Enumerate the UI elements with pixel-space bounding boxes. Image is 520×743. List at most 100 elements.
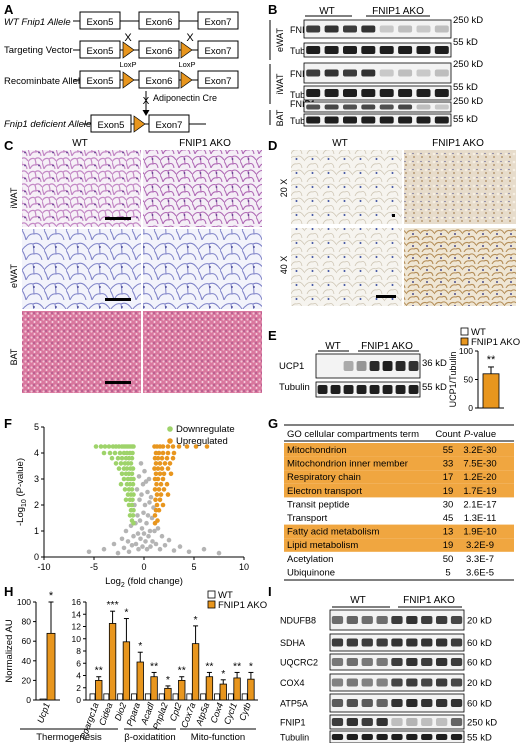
b-iwat-tubulin-band — [361, 89, 376, 97]
f-point-upregulated — [154, 502, 160, 508]
g-row-term: Mitochondrion inner member — [287, 459, 408, 470]
b-bat-tubulin-membrane — [303, 113, 452, 127]
i-blot-fnip1-band — [376, 718, 388, 726]
a-exon6-wt — [138, 11, 180, 30]
f-point-upregulated — [168, 471, 174, 477]
panel-b-western-blot: B WT FNIP1 AKO eWAT iWAT BAT FNIP1 Tubul… — [268, 2, 483, 126]
b-tissue-iwat: iWAT — [275, 73, 285, 94]
b-bat-tubulin-band — [434, 116, 449, 124]
f-point-ns — [177, 544, 183, 549]
b-ewat-tubulin-band — [324, 46, 339, 54]
f-point-downregulate — [121, 476, 127, 482]
f-point-ns — [216, 550, 222, 556]
g-row-count: 5 — [445, 567, 450, 578]
f-point-upregulated — [160, 476, 166, 482]
i-blot-fnip1-band — [331, 718, 344, 726]
h2-bar-ako — [122, 641, 131, 701]
f-x-tick-label: 10 — [239, 562, 249, 572]
f-point-downregulate — [112, 450, 118, 456]
h1-bar-ako — [46, 632, 56, 701]
f-point-ns — [150, 539, 155, 544]
i-blot-cox4-band — [391, 678, 403, 687]
f-point-downregulate — [131, 520, 136, 526]
f-point-upregulated — [155, 455, 161, 461]
i-blot-uqcrc2-band — [361, 658, 373, 666]
h2-significance: * — [124, 607, 128, 619]
f-point-ns — [144, 520, 149, 526]
f-point-ns — [157, 546, 163, 552]
f-point-upregulated — [158, 481, 164, 487]
f-point-ns — [134, 487, 140, 492]
e-legend-ako: FNIP1 AKO — [471, 337, 520, 348]
b-ewat-tubulin-band — [398, 46, 413, 54]
e-significance: ** — [487, 354, 496, 366]
i-blot-uqcrc2-band — [346, 658, 358, 666]
f-point-upregulated — [162, 461, 168, 466]
a-label-wt-allele: WT Fnip1 Allele — [4, 17, 71, 28]
f-x-tick-label: 5 — [191, 562, 196, 572]
f-point-ns — [145, 489, 150, 495]
f-point-ns — [143, 539, 148, 544]
g-header-term: GO cellular compartments term — [287, 429, 419, 440]
a-cre-label: Adiponectin Cre — [153, 93, 217, 103]
b-iwat-tubulin-band — [324, 89, 339, 97]
h2-bar-ako — [191, 643, 200, 701]
c-image-bat-wt — [22, 311, 141, 393]
i-kd-label: 60 kD — [467, 699, 492, 710]
h1-y-tick-label: 60 — [22, 636, 32, 646]
b-ewat-fnip1-band — [324, 25, 339, 33]
panel-i-oxphos-blot: I WT FNIP1 AKO NDUFB8 20 kD SDHA 60 kD UQCRC… — [268, 584, 497, 743]
f-point-upregulated — [157, 461, 163, 466]
b-kd-55: 55 kD — [453, 82, 478, 93]
h2-y-tick-label: 2 — [76, 683, 81, 693]
h-group-label: β-oxidatition — [124, 732, 175, 743]
h2-bar-wt — [144, 693, 151, 701]
b-bat-fnip1-band — [398, 104, 413, 110]
f-point-ns — [119, 536, 125, 542]
h2-significance: * — [221, 668, 225, 680]
g-row-count: 13 — [443, 527, 454, 538]
c-row-bat: BAT — [9, 348, 19, 365]
h1-bar-wt — [39, 698, 47, 701]
b-iwat-fnip1-band — [416, 69, 431, 77]
f-point-ns — [147, 500, 152, 505]
f-point-upregulated — [152, 520, 158, 526]
f-point-upregulated — [160, 444, 166, 449]
g-row-term: Respiratory chain — [287, 472, 361, 483]
h-group-label: Thermogenesis — [36, 732, 102, 743]
h2-bar-ako — [233, 677, 241, 701]
i-blot-uqcrc2-band — [450, 658, 463, 666]
b-iwat-fnip1-band — [324, 69, 339, 77]
f-point-upregulated — [160, 502, 166, 508]
g-row-highlight — [284, 470, 514, 484]
panel-c-letter: C — [4, 138, 14, 153]
e-tubulin-band — [330, 385, 341, 394]
b-ewat-fnip1-membrane — [303, 19, 452, 39]
i-blot-atp5a-band — [450, 699, 463, 707]
h2-bar-wt — [241, 693, 248, 701]
h2-significance: ** — [205, 660, 213, 672]
h2-bar-ako — [164, 687, 172, 701]
h2-y-tick-label: 6 — [76, 658, 81, 668]
a-exon6-rec — [138, 70, 180, 89]
b-protein-fnip1: FNIP1 — [290, 25, 316, 35]
i-blot-atp5a-band — [376, 699, 388, 707]
i-kd-label: 250 kD — [467, 718, 497, 729]
f-point-downregulate — [129, 487, 135, 492]
i-blot-uqcrc2-band — [331, 658, 344, 666]
g-row-term: Transport — [287, 513, 328, 524]
i-blot-ndufb8-band — [361, 616, 373, 624]
f-point-upregulated — [204, 444, 210, 449]
g-row-highlight — [284, 483, 514, 498]
b-ewat-tubulin-band — [361, 46, 376, 54]
f-point-downregulate — [123, 497, 129, 503]
f-point-downregulate — [117, 450, 123, 456]
i-blot-fnip1-band — [421, 718, 433, 726]
f-point-ns — [138, 536, 143, 542]
i-protein-uqcrc2: UQCRC2 — [280, 658, 318, 668]
f-point-ns — [86, 549, 92, 555]
f-point-upregulated — [153, 497, 158, 503]
f-point-ns — [140, 544, 145, 549]
f-point-ns — [166, 537, 172, 543]
f-point-upregulated — [165, 450, 171, 456]
